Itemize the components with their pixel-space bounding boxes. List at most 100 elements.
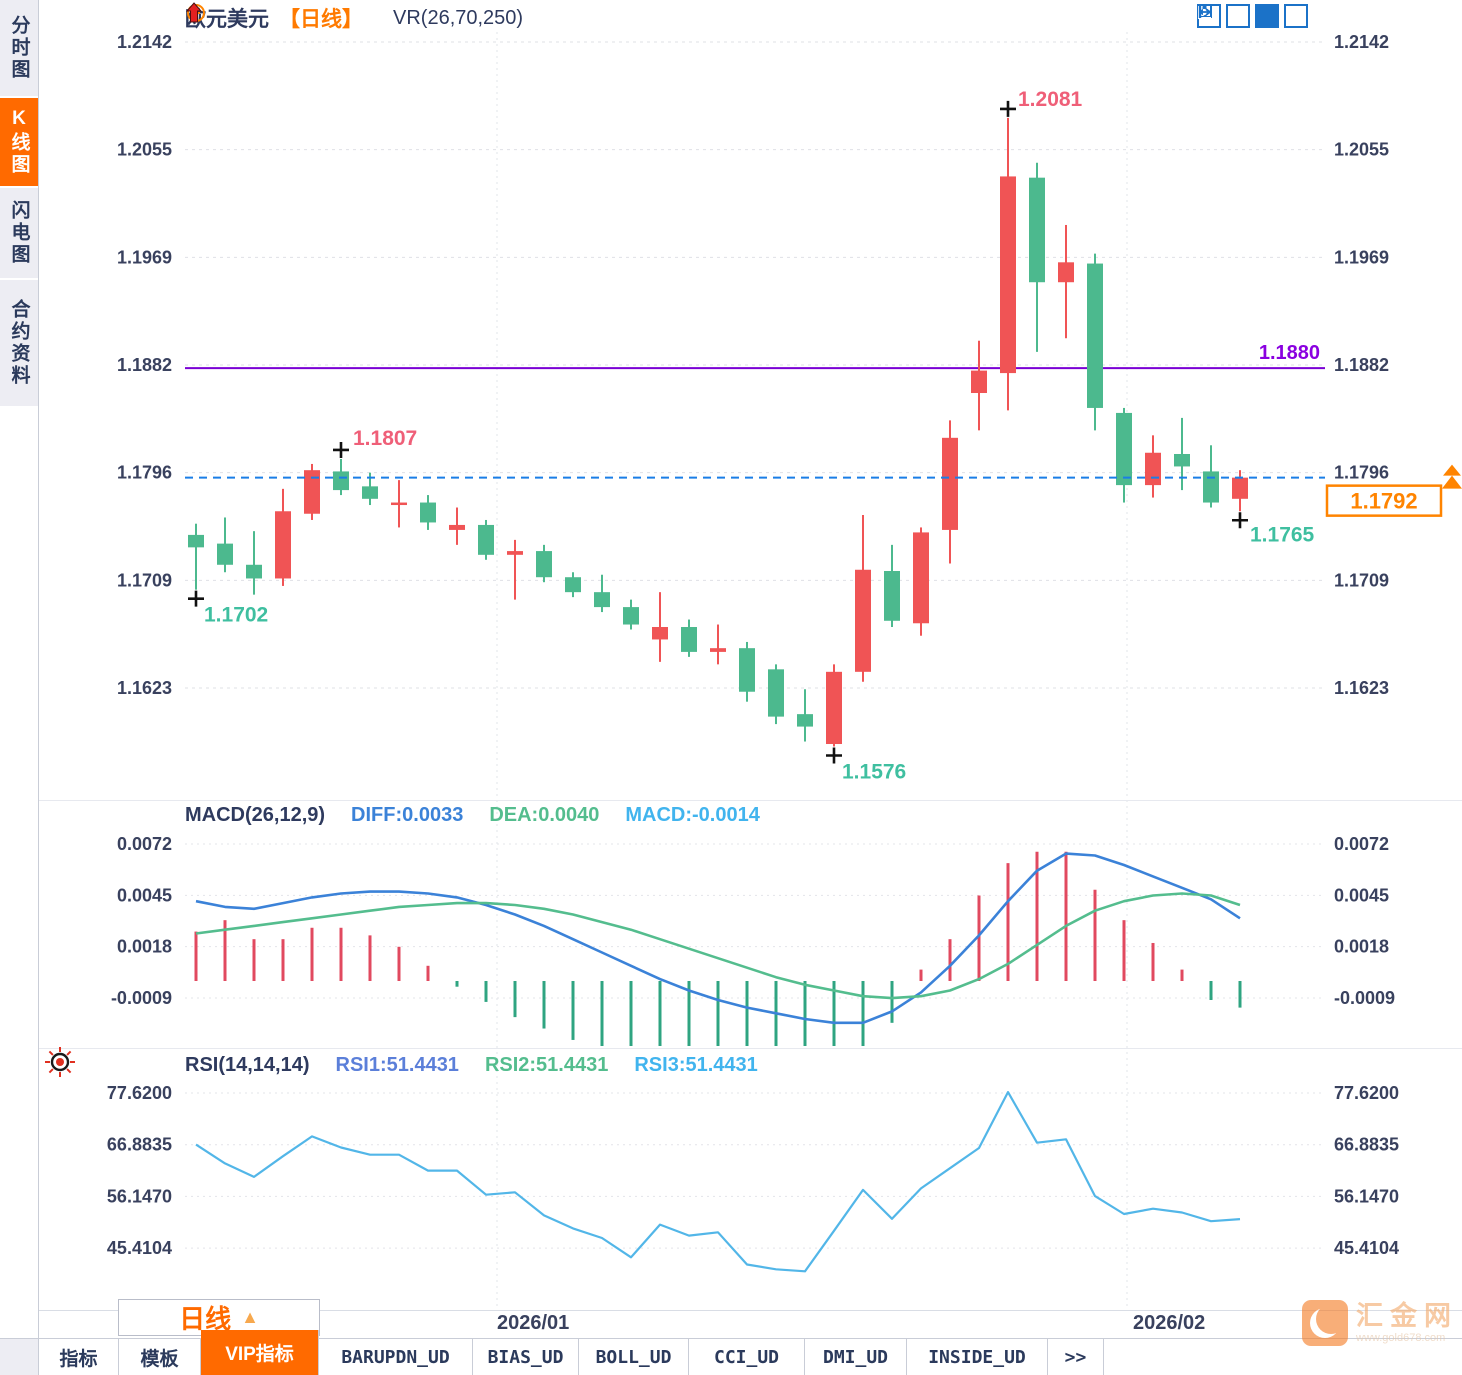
candle-series[interactable]	[188, 117, 1248, 747]
candle-body	[1174, 453, 1190, 467]
y-axis-tick-left: 1.1709	[117, 570, 172, 590]
watermark-url: www.gold678.com	[1356, 1331, 1446, 1344]
sidebar-tab-2[interactable]: 闪电图	[0, 188, 38, 280]
candle-body	[1116, 412, 1132, 486]
candle-body	[188, 534, 204, 548]
extreme-marker	[333, 441, 349, 458]
rsi-tick-left: 66.8835	[107, 1135, 172, 1155]
candle-body	[275, 511, 291, 579]
rsi-tick-left: 56.1470	[107, 1186, 172, 1206]
symbol-title: 欧元美元	[185, 8, 269, 31]
candle-body	[652, 627, 668, 640]
chart-header: 欧元美元 【日线】 VR(26,70,250)	[185, 2, 523, 34]
candle-body	[971, 370, 987, 394]
bottom-tab-4[interactable]: BIAS_UD	[473, 1339, 579, 1375]
y-axis-tick-left: 1.1882	[117, 355, 172, 375]
indicator-tab-bar: 指标 模板 VIP指标 BARUPDN_UD BIAS_UD BOLL_UD CCI_UD D…	[0, 1330, 1462, 1375]
macd-tick-right: 0.0018	[1334, 937, 1389, 957]
sidebar-tab-1[interactable]: K线图	[0, 98, 38, 188]
candle-body	[536, 551, 552, 578]
candle-body	[884, 570, 900, 621]
candle-body	[913, 532, 929, 624]
price-annotation: 1.1807	[353, 427, 417, 450]
sidebar-tab-0[interactable]: 分时图	[0, 0, 38, 98]
candle-body	[507, 551, 523, 555]
macd-tick-left: -0.0009	[111, 988, 172, 1008]
rsi-title: RSI(14,14,14)	[185, 1054, 310, 1076]
bottom-tab-6[interactable]: CCI_UD	[689, 1339, 805, 1375]
bottom-tab-9[interactable]: >>	[1048, 1339, 1104, 1375]
candle-body	[797, 714, 813, 727]
candle-body	[391, 502, 407, 506]
y-axis-tick-left: 1.1623	[117, 678, 172, 698]
candle-body	[333, 471, 349, 491]
y-axis-tick-right: 1.2142	[1334, 32, 1389, 52]
macd-diff-line	[195, 852, 1241, 1025]
candle-body	[681, 627, 697, 652]
period-selector[interactable]: 日线 ▲	[118, 1299, 320, 1336]
bottom-tab-8[interactable]: INSIDE_UD	[907, 1339, 1048, 1375]
macd-tick-left: 0.0045	[117, 885, 172, 905]
sidebar: 分时图 K线图 闪电图 合约资料	[0, 0, 39, 1374]
macd-title: MACD(26,12,9)	[185, 804, 326, 826]
rsi1-value: RSI1:51.4431	[335, 1054, 459, 1076]
y-axis-tick-right: 1.1623	[1334, 678, 1389, 698]
candle-body	[1232, 477, 1248, 499]
extreme-marker	[1000, 100, 1016, 117]
macd-tick-left: 0.0072	[117, 834, 172, 854]
price-annotation: 1.1765	[1250, 523, 1315, 546]
go-to-latest-icon[interactable]	[1198, 4, 1308, 28]
rsi3-value: RSI3:51.4431	[634, 1054, 758, 1076]
macd-diff-value: DIFF:0.0033	[351, 804, 464, 826]
tab-bar-corner	[0, 1339, 39, 1375]
rsi-label-row: RSI(14,14,14) RSI1:51.4431 RSI2:51.4431 …	[185, 1054, 758, 1077]
candle-body	[420, 502, 436, 523]
candle-body	[304, 470, 320, 514]
candle-body	[1087, 263, 1103, 408]
candle-body	[1000, 176, 1016, 374]
y-axis-tick-left: 1.1796	[117, 463, 172, 483]
extreme-marker	[188, 590, 204, 607]
bottom-tab-2[interactable]: VIP指标	[201, 1330, 319, 1375]
current-price-tag: 1.1792	[1325, 484, 1443, 517]
price-annotation: 1.1576	[842, 761, 906, 784]
candle-body	[710, 648, 726, 652]
sidebar-tab-3[interactable]: 合约资料	[0, 280, 38, 408]
vr-indicator-label: VR(26,70,250)	[393, 6, 524, 29]
candle-body	[449, 524, 465, 530]
x-axis-label-feb: 2026/02	[1133, 1312, 1206, 1334]
fit-axis-icon[interactable]	[1198, 4, 1250, 28]
macd-histogram	[194, 851, 1242, 1046]
rsi-tick-right: 77.6200	[1334, 1083, 1399, 1103]
candle-body	[362, 486, 378, 499]
bottom-tab-3[interactable]: BARUPDN_UD	[319, 1339, 473, 1375]
y-axis-tick-left: 1.2055	[117, 140, 172, 160]
period-tag: 【日线】	[279, 8, 363, 31]
svg-text:1.1792: 1.1792	[1350, 489, 1417, 514]
bottom-tab-7[interactable]: DMI_UD	[805, 1339, 907, 1375]
y-axis-tick-right: 1.1969	[1334, 247, 1389, 267]
macd-tick-right: 0.0045	[1334, 885, 1389, 905]
candle-body	[855, 569, 871, 672]
auto-scroll-icon[interactable]	[1198, 4, 1279, 28]
y-axis-tick-right: 1.1709	[1334, 570, 1389, 590]
x-axis-label-jan: 2026/01	[497, 1312, 570, 1334]
macd-tick-right: -0.0009	[1334, 988, 1395, 1008]
bottom-tab-1[interactable]: 模板	[119, 1339, 201, 1375]
candle-body	[768, 669, 784, 717]
y-axis-tick-left: 1.1969	[117, 247, 172, 267]
y-axis-tick-right: 1.1882	[1334, 355, 1389, 375]
candle-body	[623, 607, 639, 625]
y-axis-tick-left: 1.2142	[117, 32, 172, 52]
candle-body	[594, 592, 610, 608]
candle-body	[739, 648, 755, 692]
bottom-tab-0[interactable]: 指标	[39, 1339, 119, 1375]
watermark-name: 汇金网	[1356, 1300, 1458, 1331]
candle-body	[942, 437, 958, 530]
bottom-tab-5[interactable]: BOLL_UD	[579, 1339, 689, 1375]
candle-body	[1145, 452, 1161, 486]
rsi-tick-right: 56.1470	[1334, 1186, 1399, 1206]
rsi-tick-left: 45.4104	[107, 1238, 172, 1258]
huijin-logo-icon	[1302, 1300, 1348, 1346]
